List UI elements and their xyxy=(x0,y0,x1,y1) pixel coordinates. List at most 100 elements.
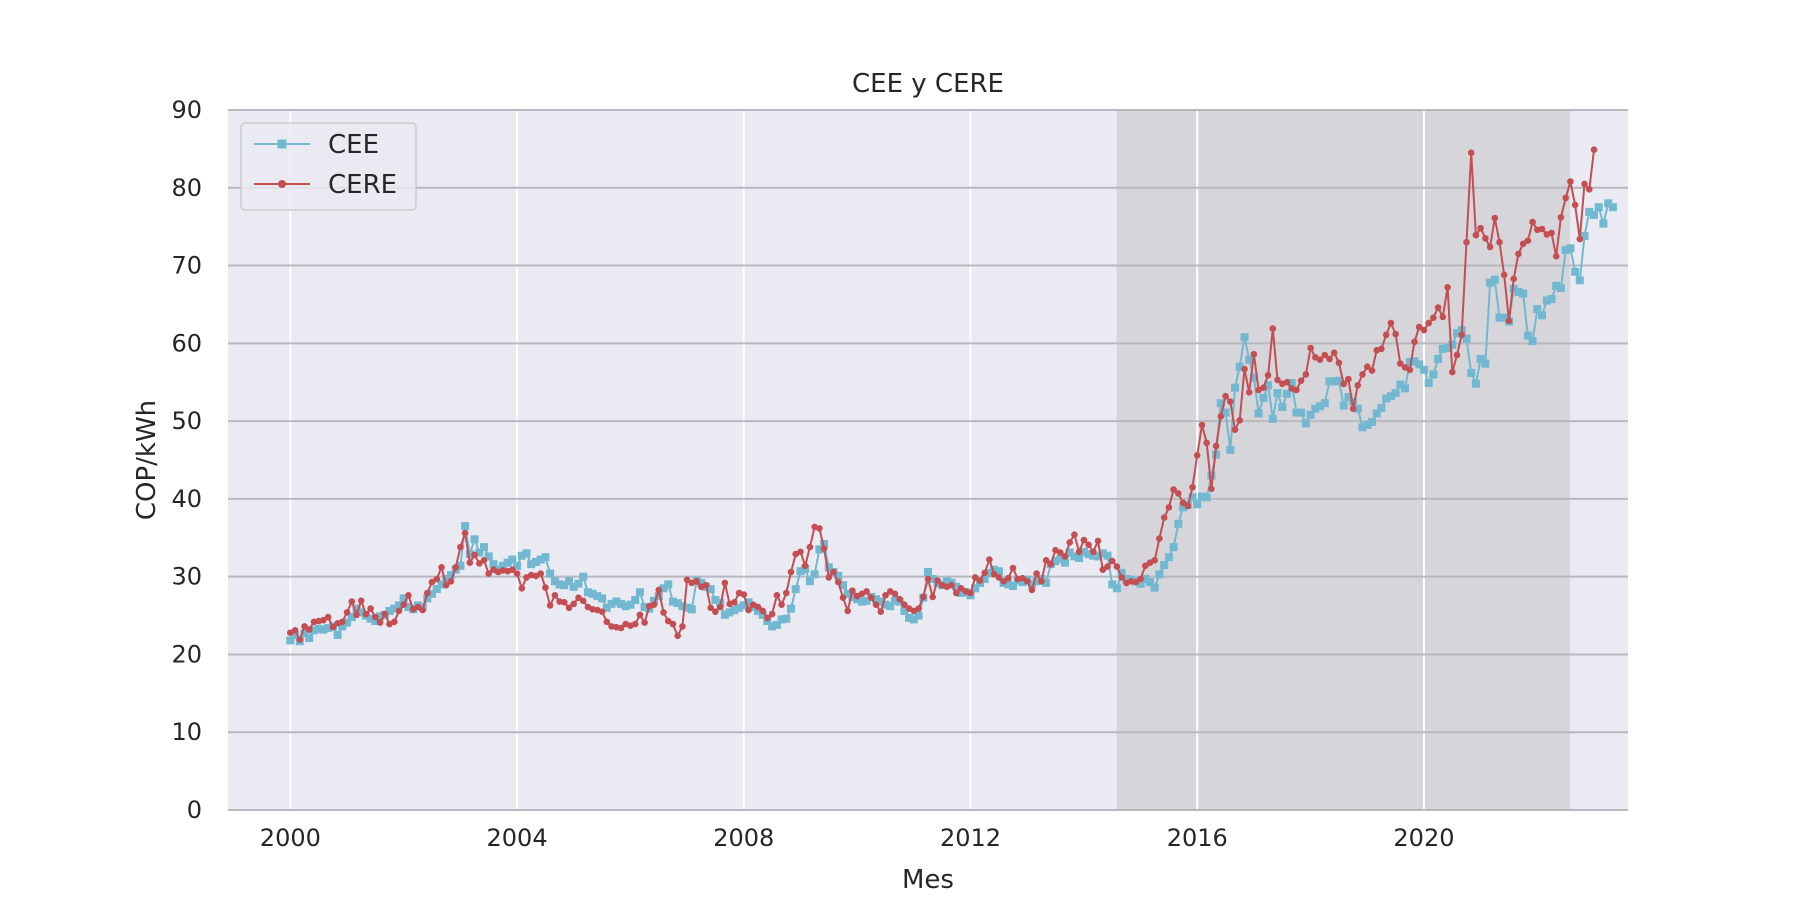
data-point-cee xyxy=(758,610,767,619)
data-point-cee xyxy=(1552,281,1561,290)
data-point-cere xyxy=(1099,566,1107,573)
data-point-cee xyxy=(574,579,583,588)
data-point-cee xyxy=(985,568,994,577)
data-point-cee xyxy=(1112,584,1121,593)
data-point-cee xyxy=(404,603,413,611)
data-point-cere xyxy=(849,587,856,594)
data-point-cere xyxy=(1264,371,1272,379)
data-point-cee xyxy=(1273,389,1282,398)
data-point-cere xyxy=(433,575,441,583)
data-point-cee xyxy=(1448,340,1457,349)
data-point-cee xyxy=(1396,380,1405,389)
data-point-cee xyxy=(957,589,966,597)
data-point-cere xyxy=(816,525,823,532)
data-point-cee xyxy=(754,606,762,615)
data-point-cee xyxy=(664,580,673,589)
data-point-cere xyxy=(1203,439,1210,447)
data-point-cere xyxy=(896,595,903,603)
data-point-cere xyxy=(329,623,337,631)
data-point-cere xyxy=(1392,330,1399,338)
data-point-cere xyxy=(1368,367,1376,374)
data-point-cee xyxy=(560,581,569,590)
data-point-cere xyxy=(1245,389,1253,396)
data-point-cere xyxy=(617,624,625,632)
data-point-cere xyxy=(1439,313,1447,321)
data-point-cere xyxy=(424,589,431,597)
data-point-cee xyxy=(1571,267,1580,276)
data-point-cee xyxy=(1599,219,1608,228)
data-point-cere xyxy=(1042,557,1050,564)
data-point-cere xyxy=(1009,564,1017,572)
data-point-cee xyxy=(442,575,451,583)
data-point-cee xyxy=(1334,376,1343,385)
data-point-cee xyxy=(1198,492,1206,501)
data-point-cere xyxy=(579,597,587,605)
data-point-cee xyxy=(1079,547,1088,556)
data-point-cere xyxy=(447,578,455,585)
data-point-cee xyxy=(1509,284,1518,293)
data-point-cee xyxy=(1358,423,1367,432)
data-point-cere xyxy=(1340,380,1347,388)
data-point-cee xyxy=(1009,582,1017,590)
data-point-cere xyxy=(362,610,370,618)
data-point-cere xyxy=(348,598,356,605)
data-point-cere xyxy=(679,623,686,630)
data-point-cee xyxy=(678,602,687,611)
data-point-cere xyxy=(1132,578,1140,586)
data-point-cee xyxy=(1018,578,1027,587)
data-point-cee xyxy=(347,613,356,622)
data-point-cee xyxy=(1306,410,1315,419)
data-point-cee xyxy=(1150,583,1159,592)
data-point-cere xyxy=(1151,557,1158,564)
y-tick-label: 10 xyxy=(171,718,202,746)
data-point-cee xyxy=(810,570,819,579)
data-point-cere xyxy=(1415,323,1423,331)
data-point-cee xyxy=(1547,295,1556,303)
data-point-cee xyxy=(1004,580,1013,589)
data-point-cee xyxy=(1202,493,1211,502)
data-point-cere xyxy=(1458,331,1465,339)
data-point-cere xyxy=(1269,325,1277,332)
data-point-cere xyxy=(1217,413,1225,420)
data-point-cee xyxy=(1065,548,1074,557)
legend-marker-cee xyxy=(277,139,287,149)
data-point-cere xyxy=(1222,392,1229,400)
data-point-cere xyxy=(768,610,776,618)
data-point-cee xyxy=(1136,579,1145,588)
data-point-cere xyxy=(1316,356,1324,364)
data-point-cere xyxy=(400,601,408,608)
data-point-cee xyxy=(1164,553,1173,562)
data-point-cere xyxy=(1104,563,1111,570)
data-point-cee xyxy=(1391,389,1400,398)
data-point-cee xyxy=(1264,381,1273,390)
data-point-cee xyxy=(971,584,980,593)
data-point-cere xyxy=(1175,490,1182,497)
data-point-cere xyxy=(1000,578,1007,585)
data-point-cee xyxy=(980,575,989,583)
data-point-cee xyxy=(1259,393,1268,402)
data-point-cere xyxy=(1420,326,1428,334)
data-point-cee xyxy=(565,577,573,586)
data-point-cee xyxy=(588,589,597,598)
data-point-cee xyxy=(1471,379,1480,388)
data-point-cere xyxy=(1449,368,1456,376)
data-point-cere xyxy=(891,590,899,598)
data-point-cere xyxy=(1430,314,1437,322)
data-point-cere xyxy=(1567,178,1574,185)
data-point-cere xyxy=(716,603,724,611)
data-point-cere xyxy=(391,618,398,626)
data-point-cee xyxy=(1372,409,1381,418)
data-point-cee xyxy=(343,618,351,627)
data-point-cee xyxy=(612,597,621,606)
data-point-cee xyxy=(862,596,871,605)
data-point-cere xyxy=(1354,382,1362,389)
data-point-cee xyxy=(621,602,630,611)
data-point-cere xyxy=(924,575,932,583)
data-point-cere xyxy=(1061,553,1069,560)
data-point-cee xyxy=(1103,551,1112,560)
data-point-cere xyxy=(1515,250,1522,258)
data-point-cee xyxy=(579,572,588,581)
data-point-cere xyxy=(480,557,488,564)
data-point-cee xyxy=(1566,244,1575,253)
data-point-cee xyxy=(1542,296,1551,305)
